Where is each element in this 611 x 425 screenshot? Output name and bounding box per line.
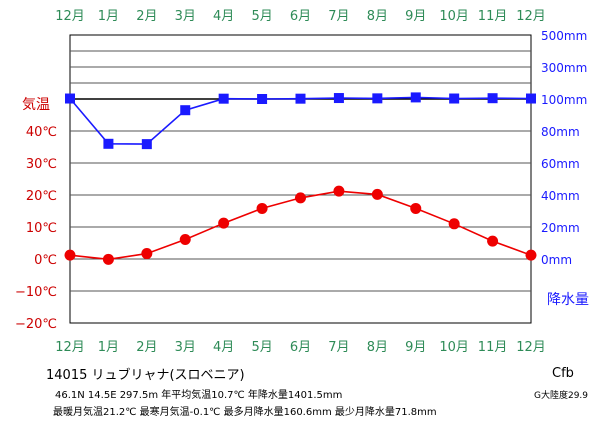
precipitation-tick-label: 0mm	[541, 253, 572, 267]
temperature-axis-ticks: 40℃ 30℃ 20℃ 10℃ 0℃ −10℃ −20℃	[15, 125, 57, 332]
top-month-label: 2月	[136, 9, 157, 24]
precipitation-point	[449, 93, 460, 104]
bottom-month-label: 2月	[136, 340, 157, 355]
bottom-month-label: 3月	[175, 340, 196, 355]
temperature-tick-label: −10℃	[15, 285, 57, 300]
precipitation-tick-label: 20mm	[541, 221, 580, 235]
precipitation-point	[333, 93, 344, 104]
precipitation-axis-title: 降水量	[547, 292, 589, 308]
precipitation-tick-label: 80mm	[541, 125, 580, 139]
top-month-label: 10月	[439, 9, 469, 24]
bottom-month-labels: 12月 1月 2月 3月 4月 5月 6月 7月 8月 9月 10月 11月 12月	[55, 340, 546, 355]
temperature-point	[179, 233, 191, 245]
top-month-label: 5月	[251, 9, 272, 24]
precipitation-line	[69, 96, 532, 145]
precipitation-axis-ticks: 500mm 300mm 100mm 80mm 60mm 40mm 20mm 0mm	[541, 29, 587, 267]
temperature-point	[102, 253, 114, 265]
temperature-point	[371, 188, 383, 200]
precipitation-point	[257, 94, 268, 104]
temperature-point	[487, 235, 499, 247]
bottom-month-label: 8月	[367, 340, 388, 355]
temperature-tick-label: 10℃	[26, 221, 57, 236]
top-month-label: 7月	[328, 9, 349, 24]
top-month-label: 12月	[516, 9, 546, 24]
bottom-month-label: 5月	[251, 340, 272, 355]
bottom-month-label: 12月	[55, 340, 85, 355]
temperature-point	[141, 248, 153, 260]
temperature-point	[525, 249, 537, 261]
precipitation-point	[141, 139, 152, 150]
precipitation-point	[103, 138, 114, 149]
precipitation-point	[180, 105, 191, 116]
station-line-1: 46.1N 14.5E 297.5m 年平均気温10.7℃ 年降水量1401.5…	[55, 390, 343, 401]
station-line-2: 最暖月気温21.2℃ 最寒月気温-0.1℃ 最多月降水量160.6mm 最少月降…	[53, 407, 437, 418]
chart-grid	[69, 34, 532, 324]
precipitation-point	[410, 92, 421, 103]
temperature-point	[295, 192, 306, 204]
temperature-point	[333, 185, 345, 197]
temperature-axis-title: 気温	[22, 97, 50, 113]
bottom-month-label: 11月	[478, 340, 508, 355]
top-month-label: 4月	[213, 9, 234, 24]
continentality-index: G大陸度29.9	[534, 391, 589, 401]
top-month-label: 12月	[55, 9, 85, 24]
bottom-month-label: 1月	[98, 340, 119, 355]
temperature-point	[410, 202, 422, 214]
precipitation-tick-label: 40mm	[541, 189, 580, 203]
precipitation-point	[526, 93, 536, 104]
bottom-month-label: 9月	[405, 340, 426, 355]
temperature-tick-label: 20℃	[26, 189, 57, 204]
precipitation-point	[295, 93, 306, 104]
temperature-tick-label: −20℃	[15, 317, 57, 332]
top-month-label: 6月	[290, 9, 311, 24]
top-month-label: 11月	[478, 9, 508, 24]
station-title: 14015 リュブリャナ(スロベニア)	[46, 368, 245, 383]
precipitation-point	[218, 93, 229, 104]
temperature-tick-label: 40℃	[26, 125, 57, 140]
precipitation-tick-label: 300mm	[541, 61, 587, 75]
precipitation-point	[372, 93, 383, 104]
temperature-point	[64, 249, 76, 261]
precipitation-tick-label: 500mm	[541, 29, 587, 43]
precipitation-tick-label: 100mm	[541, 93, 587, 107]
temperature-tick-label: 0℃	[34, 253, 57, 268]
plot-frame	[69, 34, 532, 324]
top-month-label: 8月	[367, 9, 388, 24]
precipitation-point	[65, 93, 75, 104]
top-month-label: 1月	[98, 9, 119, 24]
bottom-month-label: 6月	[290, 340, 311, 355]
temperature-point	[448, 218, 460, 230]
temperature-series	[64, 185, 537, 265]
precipitation-tick-label: 60mm	[541, 157, 580, 171]
precipitation-series	[65, 92, 536, 150]
temperature-tick-label: 30℃	[26, 157, 57, 172]
climate-class: Cfb	[552, 366, 574, 381]
bottom-month-label: 7月	[328, 340, 349, 355]
bottom-month-label: 12月	[516, 340, 546, 355]
bottom-month-label: 10月	[439, 340, 469, 355]
top-month-label: 9月	[405, 9, 426, 24]
temperature-point	[218, 217, 230, 229]
bottom-month-label: 4月	[213, 340, 234, 355]
precipitation-point	[487, 93, 498, 104]
temperature-point	[256, 202, 268, 214]
top-month-labels: 12月 1月 2月 3月 4月 5月 6月 7月 8月 9月 10月 11月 12月	[55, 9, 546, 24]
top-month-label: 3月	[175, 9, 196, 24]
